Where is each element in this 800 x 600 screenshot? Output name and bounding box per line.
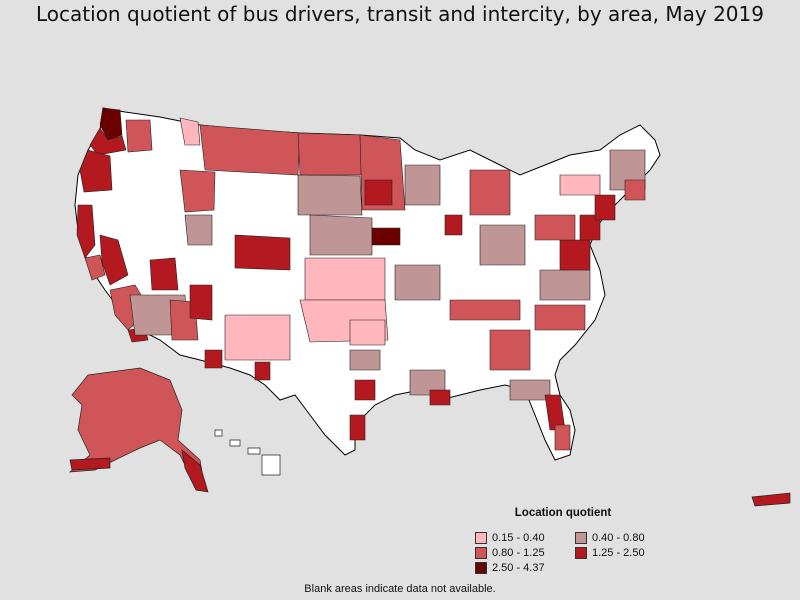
area-pennsylvania-central[interactable]	[534, 214, 576, 241]
area-eastern-washington[interactable]	[125, 119, 153, 153]
map-title: Location quotient of bus drivers, transi…	[36, 2, 764, 26]
legend-label: 0.15 - 0.40	[492, 532, 545, 544]
legend-label: 2.50 - 4.37	[492, 562, 545, 574]
area-missouri[interactable]	[394, 264, 441, 301]
footnote: Blank areas indicate data not available.	[304, 583, 496, 595]
area-colorado-front-range[interactable]	[234, 234, 291, 271]
area-northern-california[interactable]	[76, 204, 96, 259]
area-corpus-christi[interactable]	[349, 414, 366, 441]
legend-label: 1.25 - 2.50	[592, 547, 645, 559]
area-hawaii-big-island[interactable]	[261, 454, 281, 476]
area-ohio[interactable]	[479, 224, 526, 266]
area-new-york-metro[interactable]	[594, 194, 616, 221]
area-texas-east[interactable]	[349, 349, 381, 371]
area-florida-north[interactable]	[509, 379, 551, 401]
area-northern-idaho[interactable]	[179, 117, 201, 146]
area-alaska-southwest[interactable]	[69, 457, 111, 471]
area-minneapolis[interactable]	[364, 179, 393, 206]
legend-item-2: 0.40 - 0.80	[575, 532, 645, 544]
map-areas	[76, 107, 646, 451]
area-wisconsin[interactable]	[404, 164, 441, 206]
area-tennessee[interactable]	[449, 299, 521, 321]
area-oregon-coast[interactable]	[79, 149, 113, 193]
area-nebraska[interactable]	[309, 214, 373, 256]
area-north-dakota[interactable]	[297, 132, 363, 176]
legend-title: Location quotient	[514, 507, 612, 519]
legend-label: 0.40 - 0.80	[592, 532, 645, 544]
area-hawaii-maui[interactable]	[247, 447, 261, 455]
legend-item-1: 0.15 - 0.40	[475, 532, 545, 544]
area-hawaii-kauai[interactable]	[214, 429, 223, 437]
area-upstate-new-york[interactable]	[559, 174, 601, 196]
alaska	[68, 367, 209, 493]
puerto-rico	[751, 492, 791, 507]
area-new-mexico[interactable]	[224, 314, 291, 361]
area-florida-south[interactable]	[554, 424, 571, 451]
legend-swatch	[475, 562, 487, 574]
area-northern-new-mexico[interactable]	[189, 284, 213, 321]
area-alaska[interactable]	[68, 367, 206, 491]
hawaii	[214, 429, 281, 476]
legend-swatch	[575, 532, 587, 544]
area-seattle[interactable]	[99, 107, 123, 141]
area-iowa[interactable]	[371, 227, 401, 246]
area-houston[interactable]	[354, 379, 376, 401]
area-el-paso[interactable]	[254, 361, 271, 381]
area-carolinas[interactable]	[534, 304, 586, 331]
area-northern-utah[interactable]	[184, 214, 213, 246]
legend-swatch	[575, 547, 587, 559]
legend: Location quotient 0.15 - 0.40 0.40 - 0.8…	[468, 507, 678, 574]
legend-item-5: 2.50 - 4.37	[475, 562, 545, 574]
area-kansas[interactable]	[304, 257, 386, 301]
legend-swatch	[475, 547, 487, 559]
legend-item-3: 0.80 - 1.25	[475, 547, 545, 559]
legend-item-4: 1.25 - 2.50	[575, 547, 645, 559]
area-hawaii-oahu[interactable]	[229, 439, 241, 447]
area-texas-north[interactable]	[349, 319, 386, 346]
legend-swatch	[475, 532, 487, 544]
area-nevada-south[interactable]	[149, 257, 179, 291]
area-michigan[interactable]	[469, 169, 511, 216]
area-southern-idaho[interactable]	[179, 169, 216, 213]
area-georgia[interactable]	[489, 329, 531, 371]
area-puerto-rico[interactable]	[751, 492, 791, 507]
area-boston[interactable]	[624, 179, 646, 201]
area-western-montana[interactable]	[199, 124, 301, 176]
area-tucson[interactable]	[204, 349, 223, 369]
area-central-valley[interactable]	[99, 234, 129, 286]
area-chicago[interactable]	[444, 214, 463, 236]
area-virginia[interactable]	[539, 269, 591, 301]
area-dc-baltimore[interactable]	[559, 239, 591, 271]
area-south-dakota[interactable]	[297, 174, 363, 216]
area-new-orleans[interactable]	[429, 389, 451, 406]
area-alaska-southeast[interactable]	[181, 449, 209, 493]
area-bay-area[interactable]	[84, 254, 106, 281]
legend-label: 0.80 - 1.25	[492, 547, 545, 559]
area-western-washington[interactable]	[89, 127, 127, 156]
area-philadelphia[interactable]	[579, 214, 601, 241]
